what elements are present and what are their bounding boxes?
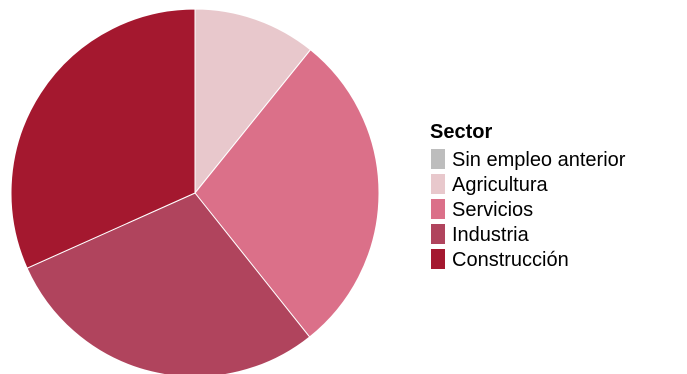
pie-slice-agricultura	[194, 8, 312, 195]
legend-title: Sector	[430, 121, 492, 143]
legend-swatch-construccion	[431, 249, 445, 269]
legend-items: Sin empleo anterior Agricultura Servicios I…	[431, 149, 626, 271]
pie-slices	[10, 8, 380, 374]
pie-slice-construccion	[10, 8, 196, 269]
legend-label-sin-empleo-anterior: Sin empleo anterior	[452, 149, 626, 171]
legend-swatch-servicios	[431, 199, 445, 219]
legend-label-servicios: Servicios	[452, 199, 533, 221]
pie-slice-servicios	[194, 49, 380, 338]
legend-swatch-industria	[431, 224, 445, 244]
legend-label-agricultura: Agricultura	[452, 174, 548, 196]
legend-label-industria: Industria	[452, 224, 530, 246]
legend: Sector Sin empleo anterior Agricultura Ser…	[430, 121, 626, 271]
legend-swatch-agricultura	[431, 174, 445, 194]
legend-swatch-sin-empleo-anterior	[431, 149, 445, 169]
pie-slice-industria	[26, 192, 311, 374]
legend-label-construccion: Construcción	[452, 249, 569, 271]
